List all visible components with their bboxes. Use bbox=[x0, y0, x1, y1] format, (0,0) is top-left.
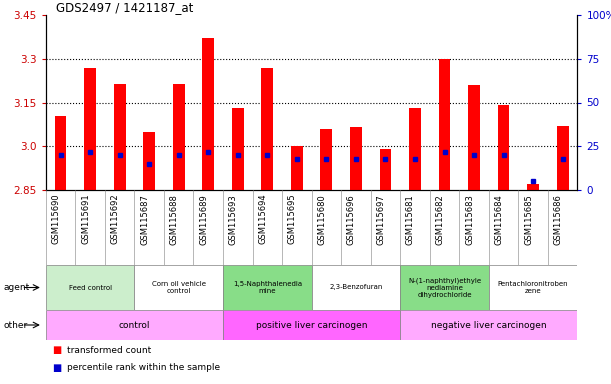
Text: negative liver carcinogen: negative liver carcinogen bbox=[431, 321, 547, 329]
Bar bbox=[291, 146, 302, 190]
Text: GSM115688: GSM115688 bbox=[170, 194, 178, 245]
Text: GSM115691: GSM115691 bbox=[81, 194, 90, 244]
Bar bbox=[84, 68, 96, 190]
Bar bbox=[400, 310, 577, 340]
Bar bbox=[46, 265, 134, 310]
Text: other: other bbox=[3, 321, 27, 329]
Text: GSM115680: GSM115680 bbox=[317, 194, 326, 245]
Text: GSM115694: GSM115694 bbox=[258, 194, 267, 244]
Text: GSM115687: GSM115687 bbox=[140, 194, 149, 245]
Bar bbox=[46, 310, 223, 340]
Bar bbox=[439, 59, 450, 190]
Text: control: control bbox=[119, 321, 150, 329]
Text: Corn oil vehicle
control: Corn oil vehicle control bbox=[152, 281, 206, 294]
Text: GSM115689: GSM115689 bbox=[199, 194, 208, 245]
Text: 1,5-Naphthalenedia
mine: 1,5-Naphthalenedia mine bbox=[233, 281, 302, 294]
Text: GSM115696: GSM115696 bbox=[347, 194, 356, 245]
Bar bbox=[143, 132, 155, 190]
Bar bbox=[527, 184, 539, 190]
Text: GSM115686: GSM115686 bbox=[554, 194, 563, 245]
Bar bbox=[312, 265, 400, 310]
Text: positive liver carcinogen: positive liver carcinogen bbox=[256, 321, 367, 329]
Text: GSM115697: GSM115697 bbox=[376, 194, 386, 245]
Bar bbox=[262, 68, 273, 190]
Text: GSM115692: GSM115692 bbox=[111, 194, 120, 244]
Text: ■: ■ bbox=[52, 346, 61, 356]
Text: GSM115681: GSM115681 bbox=[406, 194, 415, 245]
Text: N-(1-naphthyl)ethyle
nediamine
dihydrochloride: N-(1-naphthyl)ethyle nediamine dihydroch… bbox=[408, 277, 481, 298]
Bar bbox=[350, 127, 362, 190]
Bar bbox=[409, 108, 421, 190]
Bar bbox=[173, 84, 185, 190]
Bar bbox=[202, 38, 214, 190]
Text: ■: ■ bbox=[52, 363, 61, 373]
Bar bbox=[114, 84, 125, 190]
Bar bbox=[134, 265, 223, 310]
Text: percentile rank within the sample: percentile rank within the sample bbox=[67, 364, 221, 372]
Bar bbox=[557, 126, 568, 190]
Bar bbox=[400, 265, 489, 310]
Bar bbox=[468, 85, 480, 190]
Text: transformed count: transformed count bbox=[67, 346, 152, 355]
Text: GSM115683: GSM115683 bbox=[465, 194, 474, 245]
Text: GSM115693: GSM115693 bbox=[229, 194, 238, 245]
Text: GSM115682: GSM115682 bbox=[436, 194, 444, 245]
Bar bbox=[379, 149, 391, 190]
Bar bbox=[320, 129, 332, 190]
Bar bbox=[55, 116, 67, 190]
Bar bbox=[223, 310, 400, 340]
Text: GSM115684: GSM115684 bbox=[494, 194, 503, 245]
Bar bbox=[223, 265, 312, 310]
Bar bbox=[232, 108, 244, 190]
Text: Pentachloronitroben
zene: Pentachloronitroben zene bbox=[498, 281, 568, 294]
Text: Feed control: Feed control bbox=[68, 285, 112, 291]
Bar bbox=[489, 265, 577, 310]
Bar bbox=[497, 106, 510, 190]
Text: GSM115690: GSM115690 bbox=[51, 194, 60, 244]
Text: 2,3-Benzofuran: 2,3-Benzofuran bbox=[329, 285, 382, 291]
Text: GSM115685: GSM115685 bbox=[524, 194, 533, 245]
Text: GDS2497 / 1421187_at: GDS2497 / 1421187_at bbox=[56, 1, 194, 14]
Text: GSM115695: GSM115695 bbox=[288, 194, 297, 244]
Text: agent: agent bbox=[3, 283, 29, 292]
